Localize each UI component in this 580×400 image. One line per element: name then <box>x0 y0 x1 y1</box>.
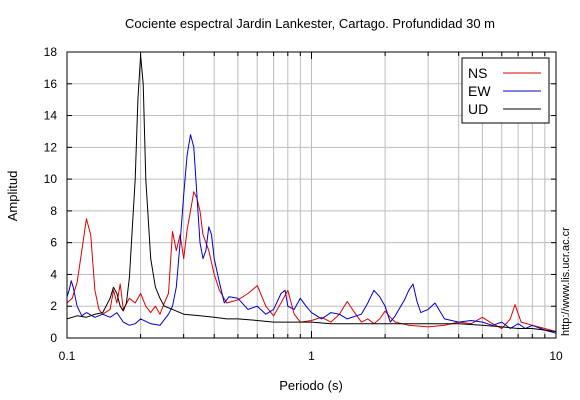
legend-label-ns: NS <box>468 65 487 81</box>
y-tick-label: 10 <box>44 172 58 186</box>
legend-label-ud: UD <box>468 101 488 117</box>
series-line-ud <box>66 54 557 333</box>
y-tick-label: 14 <box>44 109 58 123</box>
x-tick-label: 10 <box>549 349 563 363</box>
y-tick-label: 0 <box>50 331 57 345</box>
series-lines <box>66 54 557 334</box>
y-tick-label: 2 <box>50 299 57 313</box>
grid <box>67 52 556 338</box>
x-axis-label: Periodo (s) <box>279 378 343 393</box>
y-tick-label: 12 <box>44 140 58 154</box>
axis-ticks <box>66 51 556 339</box>
watermark-url: http://www.lis.ucr.ac.cr <box>560 227 572 336</box>
x-tick-label: 0.1 <box>59 349 76 363</box>
series-line-ns <box>66 191 557 333</box>
y-tick-label: 16 <box>44 77 58 91</box>
y-axis-tick-labels: 0 2 4 6 8 10 12 14 16 18 <box>44 45 58 345</box>
chart-title: Cociente espectral Jardin Lankester, Car… <box>125 16 495 31</box>
y-tick-label: 18 <box>44 45 58 59</box>
legend-label-ew: EW <box>468 83 491 99</box>
x-tick-label: 1 <box>308 349 315 363</box>
series-line-ew <box>66 134 557 334</box>
y-tick-label: 8 <box>50 204 57 218</box>
y-tick-label: 4 <box>50 267 57 281</box>
x-axis-tick-labels: 0.1 1 10 <box>59 349 563 363</box>
y-axis-label: Amplitud <box>5 171 20 222</box>
legend: NS EW UD <box>461 57 550 124</box>
y-tick-label: 6 <box>50 236 57 250</box>
